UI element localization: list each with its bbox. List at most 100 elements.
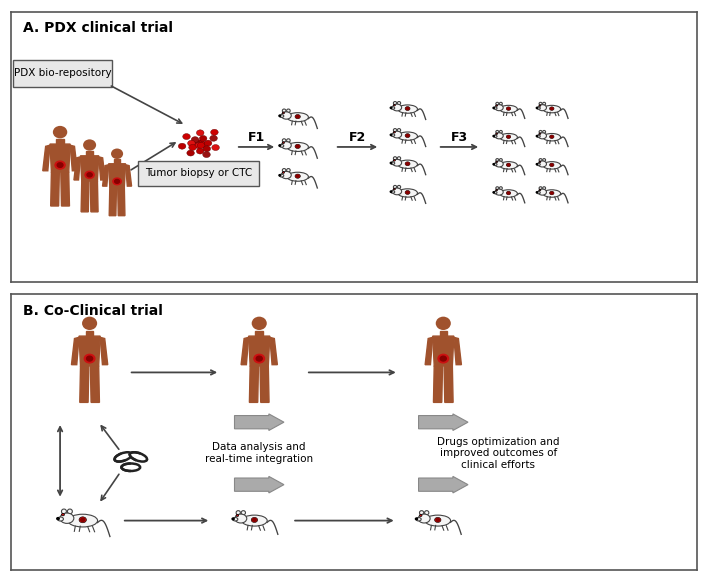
Ellipse shape bbox=[287, 169, 290, 172]
Circle shape bbox=[493, 164, 494, 165]
Circle shape bbox=[211, 129, 218, 135]
Ellipse shape bbox=[499, 130, 502, 133]
Circle shape bbox=[406, 108, 409, 109]
Circle shape bbox=[87, 173, 92, 177]
Ellipse shape bbox=[496, 102, 498, 105]
Circle shape bbox=[536, 164, 538, 165]
Polygon shape bbox=[81, 181, 89, 212]
Ellipse shape bbox=[251, 317, 267, 330]
Circle shape bbox=[197, 140, 205, 146]
Circle shape bbox=[57, 517, 59, 520]
Ellipse shape bbox=[282, 109, 286, 112]
Ellipse shape bbox=[281, 171, 291, 179]
Polygon shape bbox=[114, 159, 120, 164]
Ellipse shape bbox=[397, 101, 401, 105]
Circle shape bbox=[196, 148, 204, 154]
Ellipse shape bbox=[391, 107, 395, 109]
Polygon shape bbox=[98, 157, 105, 180]
Ellipse shape bbox=[425, 515, 450, 526]
Circle shape bbox=[493, 107, 494, 108]
Polygon shape bbox=[74, 157, 81, 180]
Ellipse shape bbox=[281, 112, 291, 119]
Polygon shape bbox=[86, 331, 93, 336]
Ellipse shape bbox=[537, 164, 540, 166]
Ellipse shape bbox=[397, 157, 401, 160]
Ellipse shape bbox=[233, 517, 238, 521]
Ellipse shape bbox=[499, 102, 502, 105]
Circle shape bbox=[551, 192, 553, 194]
Circle shape bbox=[508, 108, 510, 109]
Polygon shape bbox=[440, 331, 447, 336]
Circle shape bbox=[210, 135, 217, 141]
Ellipse shape bbox=[235, 514, 247, 523]
Ellipse shape bbox=[280, 115, 284, 118]
Polygon shape bbox=[90, 181, 98, 212]
Ellipse shape bbox=[391, 134, 395, 136]
Ellipse shape bbox=[282, 139, 286, 142]
Ellipse shape bbox=[68, 514, 98, 527]
Circle shape bbox=[549, 163, 554, 166]
Ellipse shape bbox=[287, 143, 309, 151]
Ellipse shape bbox=[397, 186, 401, 189]
Circle shape bbox=[212, 144, 219, 151]
Ellipse shape bbox=[394, 101, 396, 105]
Ellipse shape bbox=[538, 161, 547, 167]
Circle shape bbox=[405, 107, 410, 111]
Circle shape bbox=[113, 178, 121, 184]
Ellipse shape bbox=[53, 126, 67, 139]
Ellipse shape bbox=[539, 102, 542, 105]
Ellipse shape bbox=[538, 105, 547, 111]
Circle shape bbox=[405, 190, 410, 194]
Circle shape bbox=[236, 514, 239, 516]
Circle shape bbox=[416, 518, 418, 520]
Polygon shape bbox=[249, 366, 258, 402]
Circle shape bbox=[256, 356, 262, 361]
Circle shape bbox=[549, 107, 554, 111]
Ellipse shape bbox=[493, 107, 497, 109]
Polygon shape bbox=[86, 151, 93, 156]
Ellipse shape bbox=[397, 129, 401, 132]
Polygon shape bbox=[418, 414, 468, 431]
Polygon shape bbox=[256, 331, 263, 336]
Ellipse shape bbox=[539, 187, 542, 190]
Circle shape bbox=[405, 134, 410, 137]
Ellipse shape bbox=[537, 135, 540, 137]
Ellipse shape bbox=[392, 131, 401, 138]
Polygon shape bbox=[79, 336, 100, 366]
Circle shape bbox=[295, 174, 300, 178]
Circle shape bbox=[254, 354, 265, 363]
Ellipse shape bbox=[435, 317, 451, 330]
Ellipse shape bbox=[241, 510, 246, 514]
Polygon shape bbox=[70, 145, 77, 171]
Circle shape bbox=[506, 163, 510, 166]
Circle shape bbox=[282, 112, 285, 114]
Text: PDX bio-repository: PDX bio-repository bbox=[13, 68, 111, 79]
Circle shape bbox=[551, 164, 553, 166]
Text: Tumor biopsy or CTC: Tumor biopsy or CTC bbox=[145, 168, 253, 179]
Polygon shape bbox=[234, 476, 284, 493]
Ellipse shape bbox=[493, 164, 497, 166]
Circle shape bbox=[496, 105, 498, 107]
Circle shape bbox=[202, 151, 210, 158]
Circle shape bbox=[84, 354, 95, 363]
Circle shape bbox=[279, 145, 281, 146]
Polygon shape bbox=[109, 187, 116, 216]
Circle shape bbox=[57, 163, 63, 168]
Ellipse shape bbox=[394, 157, 396, 160]
Circle shape bbox=[296, 146, 299, 147]
Ellipse shape bbox=[542, 187, 546, 190]
Ellipse shape bbox=[392, 188, 401, 195]
Circle shape bbox=[508, 164, 510, 166]
Text: A. PDX clinical trial: A. PDX clinical trial bbox=[23, 22, 173, 36]
Circle shape bbox=[295, 144, 300, 148]
Text: Drugs optimization and
improved outcomes of
clinical efforts: Drugs optimization and improved outcomes… bbox=[437, 436, 559, 470]
Circle shape bbox=[232, 518, 234, 520]
Circle shape bbox=[508, 136, 510, 138]
Circle shape bbox=[549, 135, 554, 139]
Circle shape bbox=[279, 175, 281, 176]
Circle shape bbox=[178, 143, 186, 149]
Circle shape bbox=[81, 518, 85, 521]
Circle shape bbox=[194, 141, 202, 147]
Circle shape bbox=[296, 115, 299, 118]
Circle shape bbox=[551, 136, 553, 138]
